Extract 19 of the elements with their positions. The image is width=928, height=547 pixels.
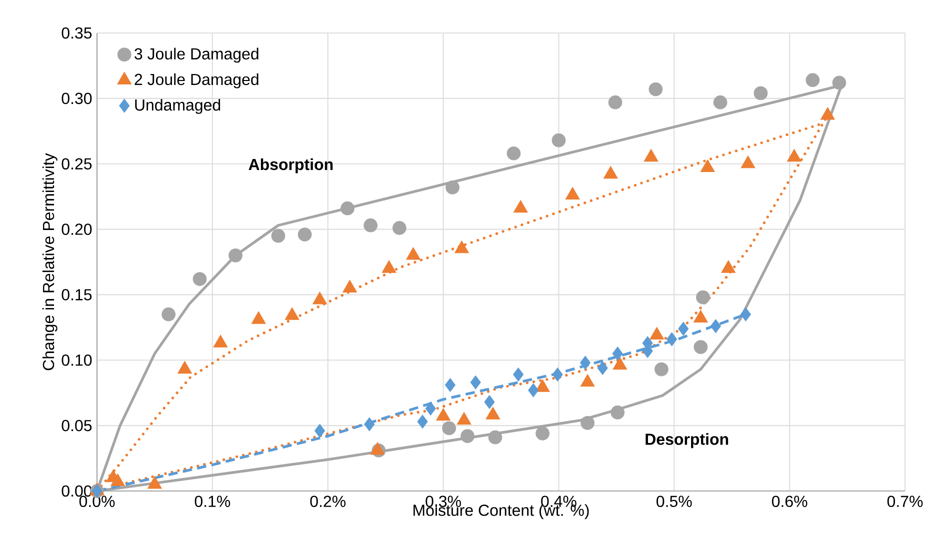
y-axis-title: Change in Relative Permittivity <box>42 153 58 370</box>
y-tick-label: 0.15 <box>62 289 92 300</box>
y-tick-label: 0.10 <box>62 354 92 366</box>
annotation: Absorption <box>248 158 333 174</box>
legend-label: 3 Joule Damaged <box>134 48 258 63</box>
x-tick-label: 0.5% <box>656 496 692 508</box>
y-tick-label: 0.30 <box>62 92 92 104</box>
x-tick-label: 0.1% <box>194 496 230 508</box>
x-tick-label: 0.0% <box>79 496 115 508</box>
legend-label: Undamaged <box>135 98 220 114</box>
annotation: Desorption <box>646 433 728 448</box>
y-tick-label: 0.25 <box>62 158 92 170</box>
y-tick-label: 0.35 <box>62 27 92 39</box>
x-tick-label: 0.2% <box>310 496 346 508</box>
x-tick-label: 0.6% <box>772 496 808 508</box>
x-tick-label: 0.7% <box>887 496 923 508</box>
y-tick-label: 0.05 <box>62 420 92 432</box>
y-tick-label: 0.20 <box>62 224 92 235</box>
legend-label: 2 Joule Damaged <box>134 73 258 88</box>
